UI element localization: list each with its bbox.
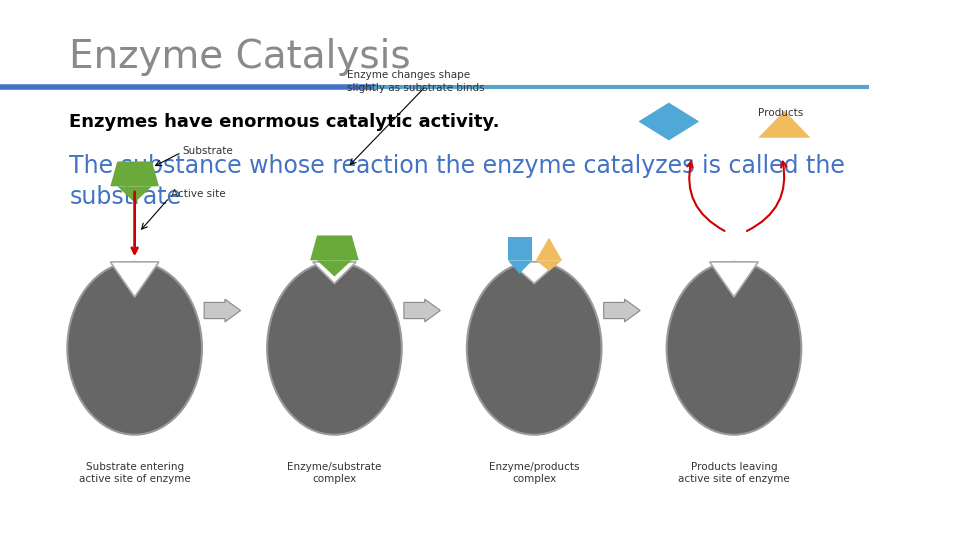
Polygon shape [508,260,533,274]
Polygon shape [110,161,159,186]
Text: Enzymes have enormous catalytic activity.: Enzymes have enormous catalytic activity… [69,113,500,131]
Polygon shape [310,235,359,260]
Text: Enzyme/substrate
complex: Enzyme/substrate complex [287,462,382,484]
Polygon shape [510,262,559,284]
Polygon shape [638,103,699,140]
Polygon shape [758,111,810,138]
Polygon shape [313,262,356,284]
Ellipse shape [67,262,202,435]
FancyArrow shape [604,299,640,322]
Text: Enzyme changes shape
slightly as substrate binds: Enzyme changes shape slightly as substra… [348,70,485,92]
Polygon shape [536,238,562,260]
Polygon shape [117,186,152,202]
Polygon shape [110,262,159,297]
Text: Substrate: Substrate [182,146,233,156]
Text: Enzyme/products
complex: Enzyme/products complex [489,462,580,484]
Polygon shape [536,260,562,271]
FancyArrow shape [404,299,441,322]
Ellipse shape [267,262,401,435]
Ellipse shape [467,262,602,435]
Polygon shape [709,262,758,297]
Polygon shape [508,237,533,260]
Text: Substrate entering
active site of enzyme: Substrate entering active site of enzyme [79,462,190,484]
Text: Enzyme Catalysis: Enzyme Catalysis [69,38,411,76]
Polygon shape [317,260,351,276]
Text: The substance whose reaction the enzyme catalyzes is called the
substrate: The substance whose reaction the enzyme … [69,154,846,210]
Ellipse shape [666,262,802,435]
Text: Products leaving
active site of enzyme: Products leaving active site of enzyme [678,462,790,484]
Text: Products: Products [758,109,804,118]
Text: Active site: Active site [171,190,226,199]
FancyArrow shape [204,299,241,322]
